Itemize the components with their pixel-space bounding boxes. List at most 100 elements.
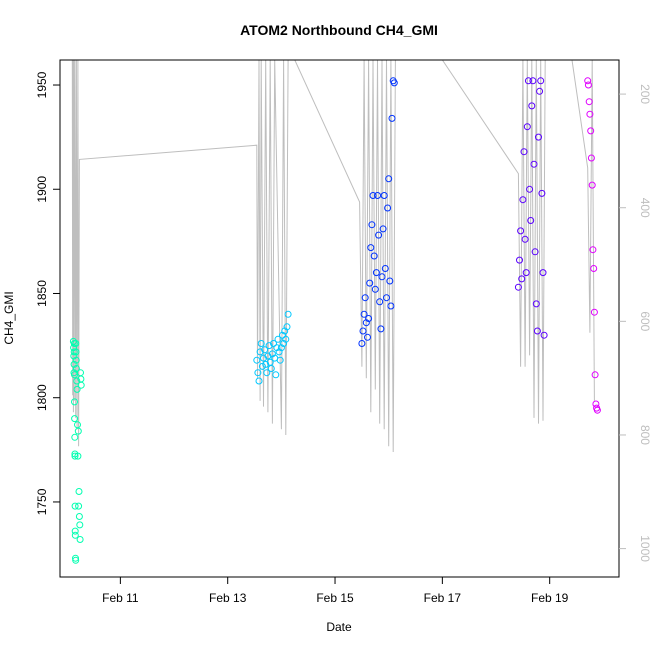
data-point <box>538 189 546 197</box>
data-point <box>590 265 598 272</box>
data-point <box>76 521 84 529</box>
data-point <box>274 335 282 343</box>
data-point <box>590 308 598 316</box>
data-point <box>520 148 528 156</box>
data-point <box>71 371 78 379</box>
data-point <box>72 556 80 564</box>
plot-box <box>59 59 620 578</box>
x-tick-label: Feb 11 <box>102 591 139 605</box>
data-point <box>514 283 522 291</box>
data-point <box>533 327 541 335</box>
data-point <box>588 181 596 189</box>
data-point <box>375 231 383 239</box>
data-point <box>74 452 82 460</box>
data-point <box>519 196 527 204</box>
data-point <box>72 365 80 372</box>
data-point <box>254 369 262 377</box>
series-layer <box>69 77 601 564</box>
data-point <box>585 98 593 106</box>
data-point <box>262 360 270 368</box>
data-point <box>70 360 78 368</box>
data-point <box>261 346 269 354</box>
data-point <box>587 127 595 135</box>
y-tick-label: 1850 <box>35 280 49 307</box>
y-axis: 1750 1800 1850 1900 1950 <box>35 71 60 515</box>
data-point <box>584 81 592 89</box>
data-point <box>276 356 284 364</box>
data-point <box>72 348 80 356</box>
data-point <box>526 185 534 193</box>
y-tick-label: 1900 <box>35 176 49 203</box>
data-point <box>586 110 594 118</box>
y2-tick-label: 800 <box>638 425 650 445</box>
data-point <box>593 406 601 414</box>
chart-title: ATOM2 Northbound CH4_GMI <box>240 22 438 38</box>
data-point <box>589 246 597 254</box>
series-4 <box>514 77 548 339</box>
data-point <box>71 433 79 441</box>
x-tick-label: Feb 19 <box>531 591 569 605</box>
y2-tick-label: 1000 <box>638 535 650 562</box>
data-point <box>374 192 381 199</box>
series-5 <box>584 77 601 414</box>
data-point <box>284 310 292 318</box>
data-point <box>529 77 537 85</box>
data-point <box>371 285 379 293</box>
data-point <box>390 79 398 87</box>
data-point <box>358 340 366 347</box>
x-tick-label: Feb 13 <box>209 591 247 605</box>
data-point <box>268 350 276 358</box>
data-point <box>281 327 289 335</box>
data-point <box>372 269 380 277</box>
data-point <box>584 77 592 85</box>
data-point <box>385 175 393 183</box>
x-tick-label: Feb 15 <box>316 591 354 605</box>
data-point <box>361 294 369 302</box>
data-point <box>263 369 271 377</box>
y2-axis: 200 400 600 800 1000 <box>619 84 650 562</box>
data-point <box>387 302 395 310</box>
y2-tick-label: 600 <box>638 311 650 331</box>
data-point <box>71 452 79 460</box>
data-point <box>587 154 595 162</box>
data-point <box>75 513 83 520</box>
data-point <box>379 225 387 233</box>
data-point <box>518 275 526 283</box>
data-point <box>383 294 390 302</box>
data-point <box>283 323 291 331</box>
y-tick-label: 1950 <box>35 71 49 98</box>
data-point <box>380 192 388 199</box>
data-point <box>255 377 263 385</box>
data-point <box>265 342 273 350</box>
data-point <box>516 256 523 264</box>
data-point <box>365 315 373 322</box>
x-axis: Feb 11 Feb 13 Feb 15 Feb 17 Feb 19 <box>102 577 569 605</box>
data-point <box>366 279 374 287</box>
data-point <box>368 221 376 229</box>
series-3 <box>358 77 398 347</box>
data-point <box>524 77 532 85</box>
data-point <box>540 331 548 339</box>
data-point <box>282 335 290 343</box>
data-point <box>256 348 264 356</box>
data-point <box>75 488 83 495</box>
data-point <box>527 217 535 224</box>
data-point <box>530 160 538 168</box>
series-2 <box>253 310 292 385</box>
data-point <box>517 227 525 235</box>
data-point <box>591 371 599 379</box>
data-point <box>377 325 385 333</box>
y-tick-label: 1750 <box>35 488 49 515</box>
data-point <box>71 398 78 406</box>
data-point <box>72 356 80 364</box>
data-point <box>386 277 394 285</box>
pressure-line-layer <box>71 59 595 453</box>
data-point <box>369 192 377 199</box>
data-point <box>253 356 261 364</box>
data-point <box>76 536 84 543</box>
y-axis-label: CH4_GMI <box>2 291 16 344</box>
data-point <box>381 265 389 272</box>
data-point <box>522 269 530 277</box>
data-point <box>75 502 83 510</box>
pressure-line <box>71 59 595 453</box>
